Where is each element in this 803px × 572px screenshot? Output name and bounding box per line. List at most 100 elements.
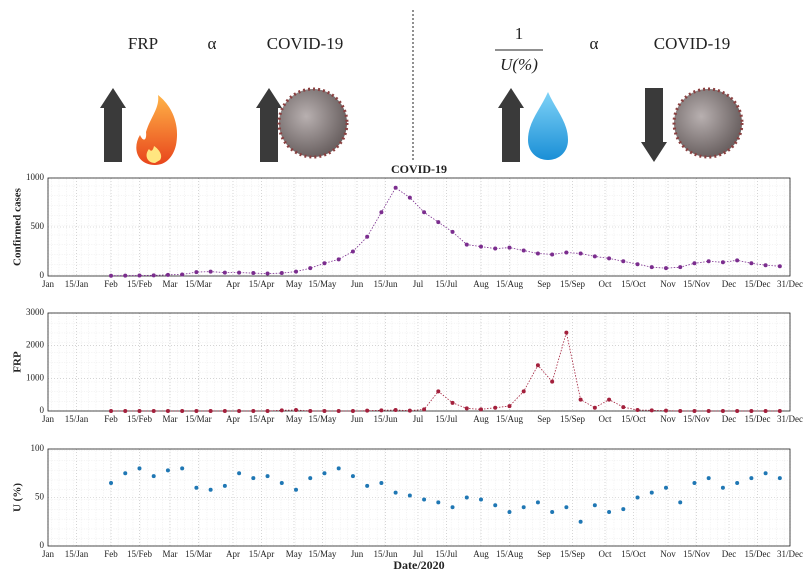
- data-point: [109, 481, 113, 485]
- x-tick-label: Jan: [42, 414, 54, 424]
- data-point: [664, 486, 668, 490]
- data-point: [322, 471, 326, 475]
- y-tick-label: 2000: [26, 340, 45, 350]
- data-point: [180, 466, 184, 470]
- virus-icon: [279, 89, 347, 157]
- data-point: [223, 271, 227, 275]
- covid-label: COVID-19: [654, 34, 731, 53]
- data-point: [493, 406, 497, 410]
- data-point: [451, 230, 455, 234]
- y-tick-label: 1000: [26, 172, 45, 182]
- x-tick-label: Nov: [660, 279, 676, 289]
- data-point: [465, 406, 469, 410]
- data-point: [564, 331, 568, 335]
- x-tick-label: 15/Mar: [185, 279, 212, 289]
- data-point: [123, 274, 127, 278]
- data-point: [707, 409, 711, 413]
- data-point: [707, 476, 711, 480]
- data-point: [465, 243, 469, 247]
- up-arrow: [100, 88, 126, 162]
- page: FRP α COVID-19 1 U(%) α COVID-19 0500100…: [0, 0, 803, 572]
- data-point: [379, 408, 383, 412]
- chart-title: COVID-19: [391, 162, 447, 176]
- data-point: [394, 491, 398, 495]
- data-point: [479, 245, 483, 249]
- data-point: [678, 500, 682, 504]
- x-tick-label: 15/Sep: [560, 549, 586, 559]
- data-point: [650, 265, 654, 269]
- data-point: [251, 476, 255, 480]
- data-point: [365, 409, 369, 413]
- data-point: [394, 186, 398, 190]
- x-tick-label: 15/Sep: [560, 414, 586, 424]
- data-point: [721, 260, 725, 264]
- x-tick-label: Apr: [226, 414, 240, 424]
- data-point: [223, 409, 227, 413]
- x-tick-label: 31/Dec: [777, 414, 803, 424]
- data-point: [294, 270, 298, 274]
- data-point: [137, 409, 141, 413]
- data-point: [778, 264, 782, 268]
- x-tick-label: Mar: [162, 279, 177, 289]
- data-point: [379, 210, 383, 214]
- x-tick-label: Dec: [722, 414, 737, 424]
- data-point: [394, 408, 398, 412]
- x-tick-label: 15/Apr: [249, 279, 275, 289]
- data-point: [692, 409, 696, 413]
- x-tick-label: 15/Mar: [185, 549, 212, 559]
- data-point: [564, 505, 568, 509]
- data-point: [621, 405, 625, 409]
- x-tick-label: 15/Dec: [744, 414, 770, 424]
- data-point: [607, 510, 611, 514]
- data-point: [536, 251, 540, 255]
- data-point: [636, 408, 640, 412]
- x-tick-label: Dec: [722, 279, 737, 289]
- data-point: [308, 409, 312, 413]
- data-point: [266, 474, 270, 478]
- data-point: [507, 404, 511, 408]
- data-point: [109, 409, 113, 413]
- data-point: [123, 471, 127, 475]
- x-tick-label: 15/Jan: [65, 279, 89, 289]
- data-point: [365, 235, 369, 239]
- data-point: [636, 262, 640, 266]
- x-tick-label: Oct: [599, 279, 612, 289]
- data-point: [607, 256, 611, 260]
- data-point: [209, 409, 213, 413]
- data-point: [166, 273, 170, 277]
- proportional: α: [590, 34, 599, 53]
- x-tick-label: 31/Dec: [777, 279, 803, 289]
- data-point: [337, 466, 341, 470]
- data-point: [664, 266, 668, 270]
- data-point: [550, 510, 554, 514]
- x-tick-label: 15/Jun: [373, 414, 398, 424]
- data-point: [337, 257, 341, 261]
- data-point: [749, 409, 753, 413]
- frp-label: FRP: [128, 34, 158, 53]
- data-point: [436, 220, 440, 224]
- x-tick-label: Nov: [660, 549, 676, 559]
- x-tick-label: May: [286, 279, 303, 289]
- data-point: [593, 406, 597, 410]
- data-point: [408, 196, 412, 200]
- data-point: [180, 273, 184, 277]
- x-tick-label: Jan: [42, 279, 54, 289]
- x-tick-label: 15/Aug: [496, 414, 524, 424]
- data-point: [607, 398, 611, 402]
- data-point: [322, 409, 326, 413]
- x-tick-label: Nov: [660, 414, 676, 424]
- x-tick-label: Sep: [537, 414, 551, 424]
- data-point: [237, 471, 241, 475]
- data-point: [194, 486, 198, 490]
- x-tick-label: 15/May: [308, 279, 336, 289]
- data-point: [550, 380, 554, 384]
- up-arrow: [498, 88, 524, 162]
- x-tick-label: 15/Aug: [496, 279, 524, 289]
- x-tick-label: Mar: [162, 549, 177, 559]
- x-tick-label: 31/Dec: [777, 549, 803, 559]
- data-point: [194, 409, 198, 413]
- data-point: [636, 496, 640, 500]
- data-point: [536, 500, 540, 504]
- data-point: [209, 488, 213, 492]
- data-point: [621, 507, 625, 511]
